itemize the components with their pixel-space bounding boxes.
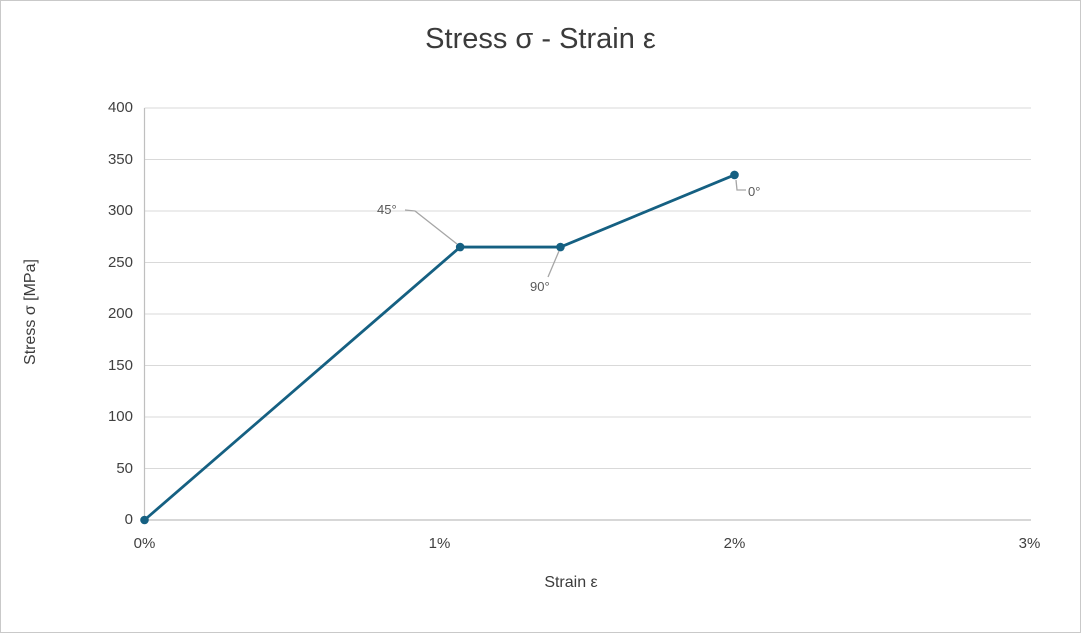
y-axis-title: Stress σ [MPa] [22, 259, 39, 365]
x-tick-label: 0% [133, 535, 156, 552]
annotation-label: 45° [377, 202, 397, 217]
data-point-marker [730, 170, 739, 180]
chart-title: Stress σ - Strain ε [425, 23, 656, 55]
y-tick-label: 150 [107, 356, 133, 374]
data-point-marker [455, 242, 465, 252]
data-point-marker [556, 242, 565, 252]
y-tick-label: 350 [107, 150, 133, 168]
y-tick-label: 100 [107, 408, 133, 425]
annotation-leader-line [735, 179, 746, 191]
y-tick-label: 200 [107, 305, 133, 322]
annotation-leader-line [547, 250, 560, 278]
y-tick-label: 400 [107, 99, 133, 116]
annotation-leader-line [404, 209, 458, 245]
data-point-marker [140, 515, 149, 525]
annotation-label: 90° [530, 279, 550, 294]
annotation-label: 0° [748, 184, 761, 199]
x-axis-title: Strain ε [544, 574, 598, 591]
series-line [143, 173, 736, 522]
y-tick-label: 0 [124, 511, 133, 528]
y-tick-label: 300 [107, 202, 133, 219]
y-tick-label: 250 [107, 253, 133, 271]
x-tick-label: 3% [1018, 535, 1041, 552]
x-tick-label: 2% [723, 535, 746, 552]
y-tick-label: 50 [116, 459, 133, 477]
x-tick-label: 1% [428, 535, 451, 552]
